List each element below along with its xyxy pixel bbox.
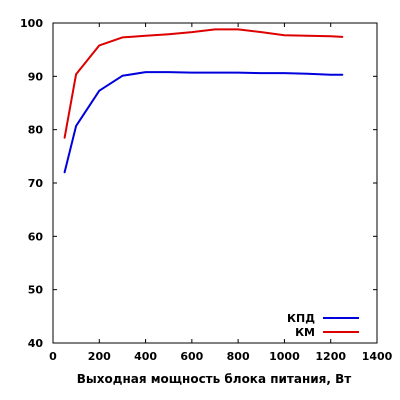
series-layer — [63, 28, 344, 174]
legend-label: КПД — [287, 312, 315, 325]
x-tick-label: 200 — [88, 350, 111, 363]
x-tick-label: 1000 — [269, 350, 300, 363]
y-tick-label: 100 — [20, 17, 43, 30]
series-line-1 — [63, 71, 344, 174]
legend-label: КМ — [295, 326, 315, 339]
x-axis-ticks: 0 200 400 600 800 1000 1200 1400 — [49, 23, 393, 363]
x-tick-label: 600 — [180, 350, 203, 363]
y-tick-label: 90 — [28, 70, 44, 83]
x-tick-label: 400 — [134, 350, 157, 363]
x-tick-label: 800 — [227, 350, 250, 363]
x-axis-title: Выходная мощность блока питания, Вт — [77, 372, 352, 386]
x-tick-label: 1200 — [315, 350, 346, 363]
series-line-2 — [63, 28, 344, 139]
y-tick-label: 70 — [28, 177, 44, 190]
y-tick-label: 40 — [28, 337, 44, 350]
y-tick-label: 50 — [28, 284, 44, 297]
x-tick-label: 1400 — [362, 350, 393, 363]
y-tick-label: 80 — [28, 124, 44, 137]
y-tick-label: 60 — [28, 230, 44, 243]
y-axis-ticks: 40 50 60 70 80 90 100 — [20, 17, 377, 350]
x-tick-label: 0 — [49, 350, 57, 363]
